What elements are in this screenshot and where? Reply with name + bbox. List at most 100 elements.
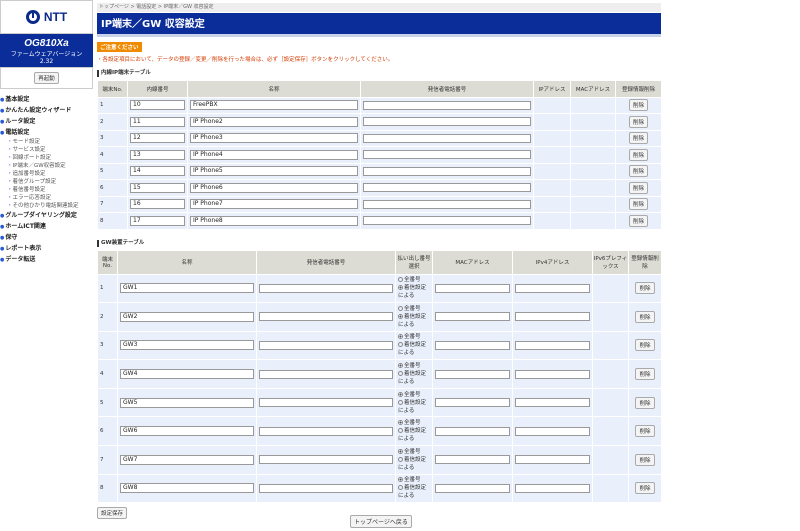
radio-all-numbers[interactable]: 全番号 [398, 476, 430, 484]
delete-button[interactable]: 削除 [635, 368, 655, 381]
radio-icon[interactable] [398, 363, 403, 369]
radio-by-incoming[interactable]: 着信設定による [398, 313, 430, 329]
delete-button[interactable]: 削除 [628, 148, 648, 161]
mac-address-input[interactable] [435, 340, 510, 350]
ipv4-address-input[interactable] [515, 398, 590, 408]
sidebar-subitem[interactable]: モード設定 [0, 138, 93, 146]
delete-button[interactable]: 削除 [628, 198, 648, 211]
name-input[interactable]: GW5 [120, 397, 254, 408]
delete-button[interactable]: 削除 [635, 482, 655, 495]
mac-address-input[interactable] [435, 312, 510, 322]
delete-button[interactable]: 削除 [628, 214, 648, 227]
sidebar-subitem[interactable]: エラー応答設定 [0, 194, 93, 202]
mac-address-input[interactable] [435, 483, 510, 493]
radio-icon[interactable] [398, 313, 403, 319]
caller-number-input[interactable] [259, 398, 393, 408]
sidebar-subitem[interactable]: 回線ポート設定 [0, 154, 93, 162]
sidebar-item[interactable]: ルータ設定 [0, 116, 93, 127]
mac-address-input[interactable] [435, 455, 510, 465]
name-input[interactable]: GW4 [120, 369, 254, 380]
ipv4-address-input[interactable] [515, 369, 590, 379]
mac-address-input[interactable] [435, 426, 510, 436]
delete-button[interactable]: 削除 [628, 181, 648, 194]
name-input[interactable]: GW1 [120, 283, 254, 294]
radio-all-numbers[interactable]: 全番号 [398, 276, 430, 284]
name-input[interactable]: IP Phone3 [190, 133, 358, 144]
radio-icon[interactable] [398, 342, 403, 348]
name-input[interactable]: GW8 [120, 483, 254, 494]
radio-icon[interactable] [398, 305, 403, 311]
save-settings-button[interactable]: 設定保存 [97, 507, 128, 520]
radio-icon[interactable] [398, 371, 403, 377]
caller-number-input[interactable] [363, 150, 531, 160]
radio-by-incoming[interactable]: 着信設定による [398, 456, 430, 472]
delete-button[interactable]: 削除 [628, 132, 648, 145]
caller-number-input[interactable] [363, 117, 531, 127]
name-input[interactable]: GW3 [120, 340, 254, 351]
name-input[interactable]: IP Phone2 [190, 116, 358, 127]
caller-number-input[interactable] [363, 166, 531, 176]
name-input[interactable]: IP Phone4 [190, 149, 358, 160]
sidebar-subitem[interactable]: サービス設定 [0, 146, 93, 154]
radio-by-incoming[interactable]: 着信設定による [398, 484, 430, 500]
reboot-button[interactable]: 再起動 [34, 72, 59, 84]
radio-icon[interactable] [398, 485, 403, 491]
radio-icon[interactable] [398, 420, 403, 426]
radio-icon[interactable] [398, 477, 403, 483]
caller-number-input[interactable] [259, 483, 393, 493]
sidebar-item[interactable]: ホームICT関連 [0, 221, 93, 232]
radio-all-numbers[interactable]: 全番号 [398, 305, 430, 313]
radio-all-numbers[interactable]: 全番号 [398, 391, 430, 399]
radio-all-numbers[interactable]: 全番号 [398, 448, 430, 456]
delete-button[interactable]: 削除 [635, 339, 655, 352]
radio-icon[interactable] [398, 391, 403, 397]
sidebar-subitem[interactable]: 着信グループ設定 [0, 178, 93, 186]
radio-icon[interactable] [398, 334, 403, 340]
name-input[interactable]: GW2 [120, 311, 254, 322]
extension-input[interactable]: 15 [130, 182, 185, 193]
delete-button[interactable]: 削除 [635, 425, 655, 438]
ipv4-address-input[interactable] [515, 340, 590, 350]
extension-input[interactable]: 12 [130, 133, 185, 144]
name-input[interactable]: GW7 [120, 454, 254, 465]
sidebar-item[interactable]: 保守 [0, 232, 93, 243]
ipv4-address-input[interactable] [515, 455, 590, 465]
delete-button[interactable]: 削除 [635, 282, 655, 295]
ipv4-address-input[interactable] [515, 426, 590, 436]
name-input[interactable]: IP Phone6 [190, 182, 358, 193]
sidebar-item[interactable]: データ転送 [0, 254, 93, 265]
ipv4-address-input[interactable] [515, 283, 590, 293]
extension-input[interactable]: 13 [130, 149, 185, 160]
caller-number-input[interactable] [259, 455, 393, 465]
name-input[interactable]: IP Phone5 [190, 166, 358, 177]
sidebar-subitem[interactable]: その他ひかり電話関連設定 [0, 202, 93, 210]
sidebar-item[interactable]: レポート表示 [0, 243, 93, 254]
delete-button[interactable]: 削除 [635, 310, 655, 323]
sidebar-item[interactable]: 電話設定 [0, 127, 93, 138]
caller-number-input[interactable] [363, 216, 531, 226]
radio-icon[interactable] [398, 277, 403, 283]
extension-input[interactable]: 11 [130, 116, 185, 127]
radio-all-numbers[interactable]: 全番号 [398, 333, 430, 341]
name-input[interactable]: IP Phone8 [190, 215, 358, 226]
extension-input[interactable]: 14 [130, 166, 185, 177]
sidebar-subitem[interactable]: 着信番号設定 [0, 186, 93, 194]
radio-by-incoming[interactable]: 着信設定による [398, 370, 430, 386]
radio-by-incoming[interactable]: 着信設定による [398, 399, 430, 415]
back-to-top-button[interactable]: トップページへ戻る [350, 515, 412, 528]
mac-address-input[interactable] [435, 283, 510, 293]
ipv4-address-input[interactable] [515, 312, 590, 322]
sidebar-item[interactable]: かんたん設定ウィザード [0, 105, 93, 116]
name-input[interactable]: FreePBX [190, 100, 358, 111]
delete-button[interactable]: 削除 [635, 453, 655, 466]
radio-by-incoming[interactable]: 着信設定による [398, 427, 430, 443]
radio-by-incoming[interactable]: 着信設定による [398, 341, 430, 357]
sidebar-subitem[interactable]: IP端末／GW収容設定 [0, 162, 93, 170]
delete-button[interactable]: 削除 [628, 115, 648, 128]
delete-button[interactable]: 削除 [635, 396, 655, 409]
radio-all-numbers[interactable]: 全番号 [398, 362, 430, 370]
mac-address-input[interactable] [435, 369, 510, 379]
sidebar-item[interactable]: グループダイヤリング設定 [0, 210, 93, 221]
caller-number-input[interactable] [259, 369, 393, 379]
name-input[interactable]: GW6 [120, 426, 254, 437]
